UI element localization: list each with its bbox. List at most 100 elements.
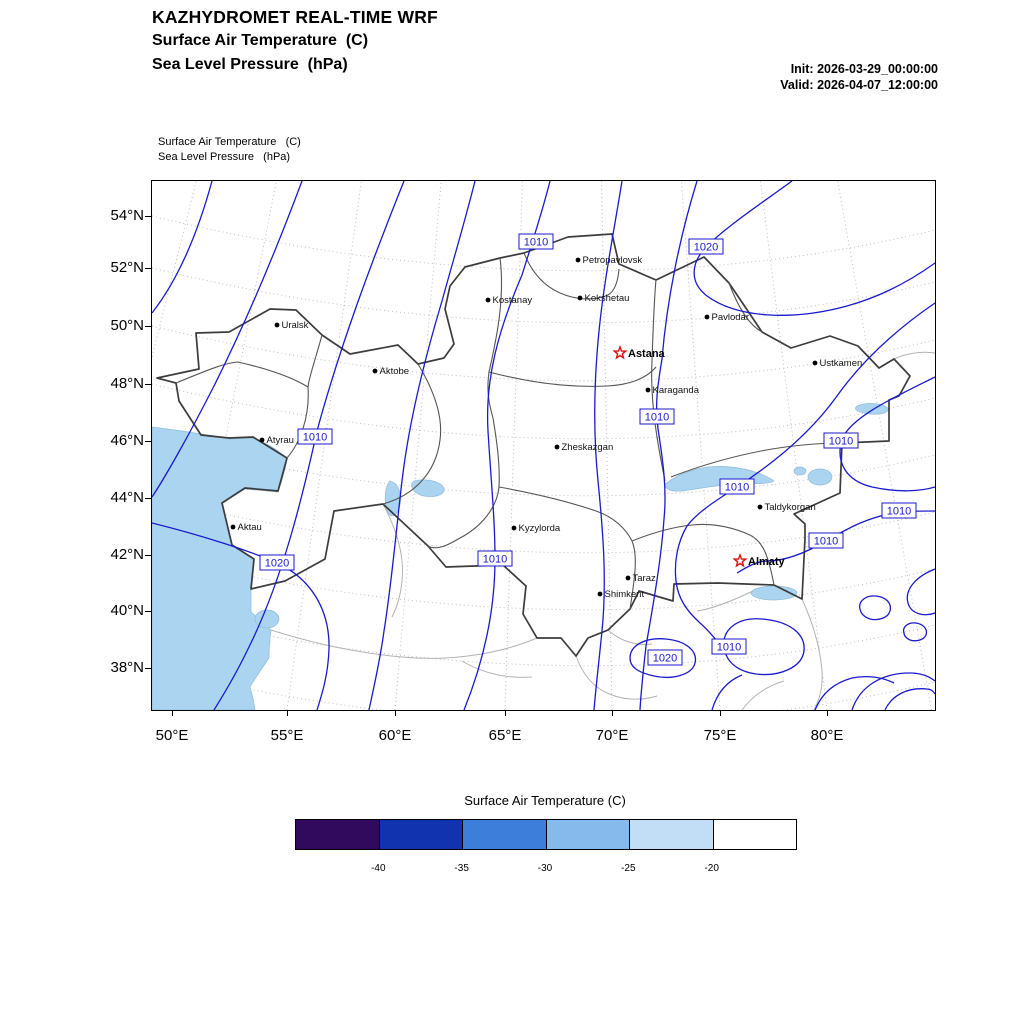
init-timestamp: Init: 2026-03-29_00:00:00 <box>790 62 938 76</box>
city-marker <box>554 444 560 450</box>
lon-tick-mark <box>827 711 828 716</box>
lat-tick-mark <box>145 498 151 499</box>
lat-tick-mark <box>145 216 151 217</box>
lon-tick-mark <box>612 711 613 716</box>
colorbar-segment <box>463 820 547 849</box>
city-label: Ustkamen <box>820 358 863 369</box>
aral-sea-east <box>411 479 445 497</box>
lat-tick-label: 46°N <box>110 432 144 449</box>
lat-tick-mark <box>145 668 151 669</box>
graticule-meridian <box>504 181 523 710</box>
graticule-parallel <box>152 267 935 324</box>
lake-balkhash <box>664 466 775 492</box>
city-marker <box>575 257 581 263</box>
lake-issyk-kul <box>750 585 798 601</box>
pressure-label-box <box>639 408 675 425</box>
city-marker <box>259 437 265 443</box>
lat-tick-label: 50°N <box>110 317 144 334</box>
city-label: Aktobe <box>380 366 410 377</box>
lon-tick-label: 65°E <box>488 727 522 744</box>
lat-tick-mark <box>145 268 151 269</box>
lat-tick-mark <box>145 441 151 442</box>
lat-tick-mark <box>145 384 151 385</box>
city-marker <box>812 360 818 366</box>
lake-sasykkol <box>793 466 807 476</box>
pressure-label-box <box>297 428 333 445</box>
colorbar-segment <box>546 820 630 849</box>
pressure-label-box <box>688 238 724 255</box>
pressure-label: 1020 <box>265 558 289 570</box>
lat-tick-mark <box>145 326 151 327</box>
graticule <box>152 181 935 710</box>
lat-tick-label: 44°N <box>110 489 144 506</box>
colorbar <box>295 819 797 850</box>
kazakhstan-borders <box>156 233 911 657</box>
lat-tick-label: 48°N <box>110 375 144 392</box>
colorbar-tick-label: -30 <box>537 863 553 874</box>
city-label: Kyzylorda <box>519 523 561 534</box>
city-marker <box>485 297 491 303</box>
city-marker <box>704 314 710 320</box>
pressure-label: 1010 <box>483 554 507 566</box>
graticule-parallel <box>152 383 935 440</box>
pressure-label: 1010 <box>725 482 749 494</box>
pressure-label: 1010 <box>887 506 911 518</box>
colorbar-tick-label: -25 <box>621 863 636 874</box>
city-label: Karaganda <box>653 385 700 396</box>
city-marker <box>757 504 763 510</box>
kara-bogaz-gol-lake <box>254 609 280 629</box>
pressure-label-box <box>477 550 513 567</box>
pressure-label: 1010 <box>814 536 838 548</box>
lat-tick-label: 42°N <box>110 546 144 563</box>
lon-tick-label: 80°E <box>810 727 844 744</box>
city-label: Kokshetau <box>585 293 630 304</box>
lon-tick-mark <box>287 711 288 716</box>
field-subtitle-temperature: Surface Air Temperature (C) <box>152 32 369 49</box>
page-title: KAZHYDROMET REAL-TIME WRF <box>152 7 438 27</box>
graticule-meridian <box>680 181 721 710</box>
pressure-label: 1010 <box>303 432 327 444</box>
graticule-meridian <box>286 181 362 710</box>
city-marker <box>577 295 583 301</box>
map-legend-line-temperature: Surface Air Temperature (C) <box>158 136 301 148</box>
city-marker <box>597 591 603 597</box>
graticule-parallel <box>152 325 935 382</box>
lon-tick-mark <box>505 711 506 716</box>
city-label: Kostanay <box>493 295 533 306</box>
capital-label: Almaty <box>748 556 786 568</box>
pressure-label: 1020 <box>694 242 718 254</box>
pressure-label: 1010 <box>645 412 669 424</box>
city-label: Petropavlovsk <box>583 255 643 266</box>
lon-tick-label: 70°E <box>595 727 629 744</box>
lon-tick-label: 60°E <box>378 727 412 744</box>
pressure-label: 1010 <box>524 237 548 249</box>
city-marker <box>230 524 236 530</box>
kazakhstan-outer-border <box>156 233 911 657</box>
graticule-meridian <box>601 181 613 710</box>
neighbor-country-borders <box>270 351 935 710</box>
city-marker <box>511 525 517 531</box>
pressure-label: 1010 <box>717 642 741 654</box>
colorbar-segment <box>630 820 714 849</box>
pressure-label-box <box>881 502 917 519</box>
pressure-label-box <box>719 478 755 495</box>
valid-timestamp: Valid: 2026-04-07_12:00:00 <box>780 78 938 92</box>
lake-alakol <box>807 468 833 486</box>
lat-tick-label: 52°N <box>110 259 144 276</box>
city-markers: Petropavlovsk Kostanay Kokshetau Pavlodar Ur… <box>230 255 863 600</box>
pressure-label-box <box>647 649 683 666</box>
city-marker <box>625 575 631 581</box>
lat-tick-label: 54°N <box>110 207 144 224</box>
capital-star-icon <box>612 345 628 360</box>
colorbar-title: Surface Air Temperature (C) <box>464 793 626 808</box>
pressure-label: 1010 <box>829 436 853 448</box>
pressure-contour-labels: 1010 1020 1010 1010 1010 1010 1010 1010 1010 1020… <box>259 233 917 666</box>
lat-tick-label: 38°N <box>110 659 144 676</box>
lon-tick-mark <box>172 711 173 716</box>
lon-tick-label: 50°E <box>155 727 189 744</box>
lon-tick-label: 75°E <box>703 727 737 744</box>
lat-tick-mark <box>145 611 151 612</box>
city-label: Aktau <box>238 522 262 533</box>
lon-tick-mark <box>395 711 396 716</box>
